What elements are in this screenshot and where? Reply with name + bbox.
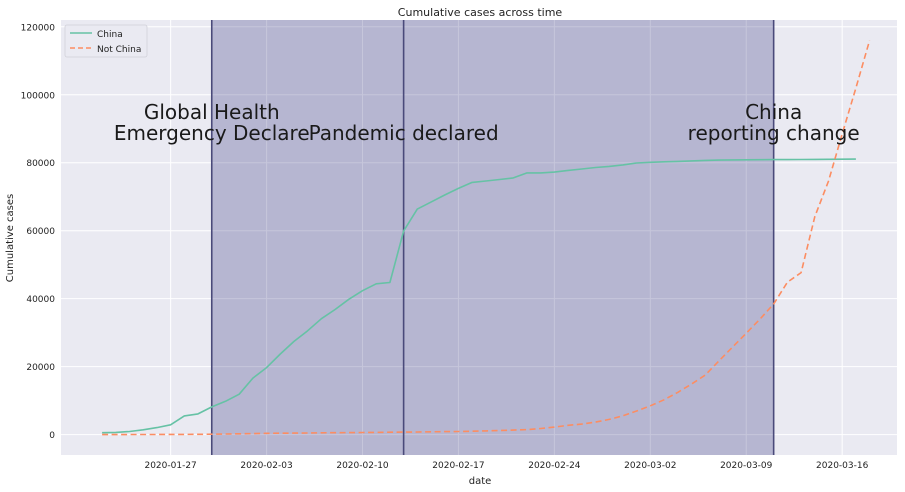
x-tick-label: 2020-03-16 xyxy=(816,461,869,471)
legend: China Not China xyxy=(64,24,148,58)
y-tick-label: 100000 xyxy=(21,91,56,101)
y-tick-label: 120000 xyxy=(21,23,56,33)
event-lines xyxy=(210,20,775,455)
series-lines xyxy=(102,40,871,436)
x-tick-labels: 2020-01-27 2020-02-03 2020-02-10 2020-02-17… xyxy=(144,461,868,471)
y-tick-label: 60000 xyxy=(26,227,55,237)
series-line-not-china xyxy=(102,40,871,436)
x-tick-label: 2020-03-09 xyxy=(720,461,773,471)
x-tick-label: 2020-03-02 xyxy=(624,461,676,471)
highlight-span xyxy=(211,20,774,455)
highlight-spans xyxy=(211,20,774,455)
grid xyxy=(61,20,897,455)
x-tick-label: 2020-01-27 xyxy=(144,461,196,471)
event-annotation: China reporting change xyxy=(688,100,860,145)
x-axis-label: date xyxy=(469,476,492,487)
y-tick-label: 0 xyxy=(49,431,55,441)
x-tick-label: 2020-02-03 xyxy=(240,461,292,471)
x-tick-label: 2020-02-17 xyxy=(432,461,484,471)
x-tick-label: 2020-02-24 xyxy=(528,461,581,471)
y-tick-label: 20000 xyxy=(26,363,55,373)
x-tick-label: 2020-02-10 xyxy=(336,461,389,471)
y-axis-label: Cumulative cases xyxy=(5,194,16,282)
event-annotation: Pandemic declared xyxy=(309,121,499,145)
series-line-china xyxy=(102,158,856,434)
y-tick-labels: 0 20000 40000 60000 80000 100000 120000 xyxy=(21,23,56,441)
legend-china-label: China xyxy=(97,30,123,40)
chart-title: Cumulative cases across time xyxy=(398,6,563,19)
event-annotation: Global Health Emergency Declare xyxy=(114,100,310,145)
y-tick-label: 40000 xyxy=(26,295,55,305)
plot-area xyxy=(61,20,897,455)
legend-not-china-label: Not China xyxy=(97,45,141,55)
y-tick-label: 80000 xyxy=(26,159,55,169)
